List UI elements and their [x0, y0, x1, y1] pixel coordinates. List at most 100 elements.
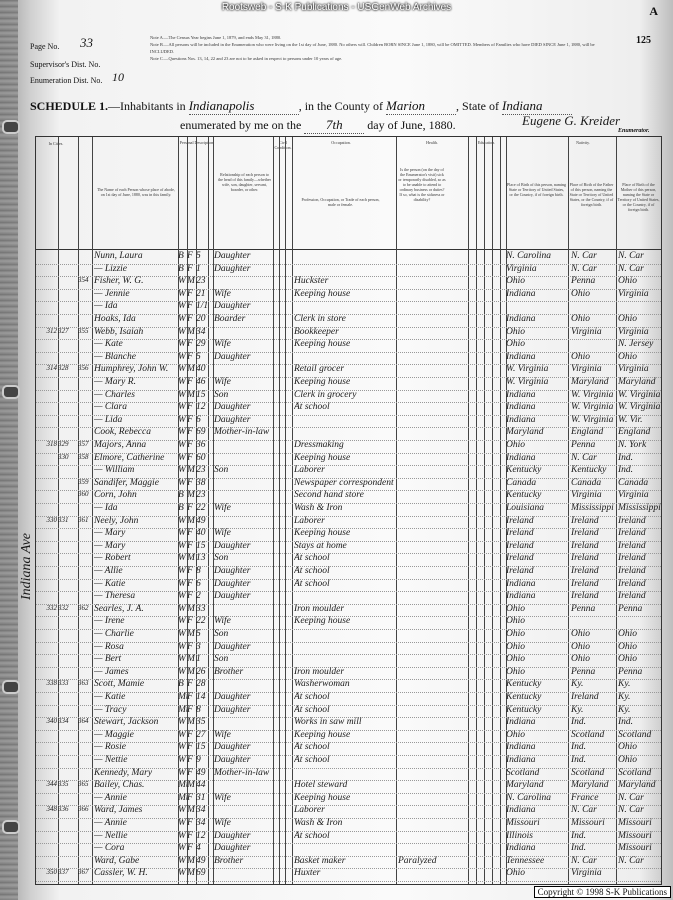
header-civil: Civil Condition.: [274, 140, 292, 150]
table-row: — Mary W F 40 Wife Keeping house Ireland Irelan…: [36, 528, 661, 542]
relationship: Daughter: [214, 830, 251, 841]
person-name: Ward, James: [94, 805, 143, 816]
schedule-title: SCHEDULE 1.—Inhabitants in Indianapolis,…: [30, 98, 573, 115]
age: 44: [196, 780, 206, 791]
age: 23: [196, 465, 206, 476]
person-name: Hoaks, Ida: [94, 314, 136, 324]
father-birthplace: Ind.: [571, 742, 587, 753]
table-row: — Annie MuF31 Wife Keeping house N. Carolina…: [36, 793, 661, 807]
father-birthplace: Ohio: [571, 351, 590, 362]
father-birthplace: Penna: [571, 603, 596, 614]
occupation: Keeping house: [294, 452, 351, 463]
sex: F: [187, 767, 193, 778]
sex: F: [187, 755, 193, 765]
mother-birthplace: Ohio: [618, 314, 637, 324]
relationship: Daughter: [214, 402, 251, 413]
table-row: Kennedy, Mary W F 49 Mother-in-law Scotland Sc…: [36, 768, 661, 782]
father-birthplace: Penna: [571, 440, 596, 450]
sex: M: [187, 553, 195, 564]
table-row: — Bert W M 1 Son Ohio Ohio Ohio: [36, 654, 661, 668]
color: W: [178, 641, 186, 652]
occupation: Washerwoman: [294, 679, 350, 690]
age: 34: [196, 805, 206, 816]
person-name: — Katie: [94, 692, 126, 702]
sex: M: [187, 276, 195, 287]
header-personal: Personal Description.: [179, 140, 215, 145]
occupation: Clerk in grocery: [294, 389, 357, 400]
mother-birthplace: England: [618, 427, 651, 438]
sex: F: [187, 503, 193, 513]
father-birthplace: Scotland: [571, 729, 605, 740]
father-birthplace: Ohio: [571, 654, 590, 665]
mother-birthplace: Ky.: [618, 679, 631, 690]
dwelling-number: 332: [58, 603, 69, 612]
relationship: Daughter: [214, 263, 251, 274]
father-birthplace: Canada: [571, 477, 602, 488]
mother-birthplace: Missouri: [618, 843, 652, 854]
person-name: Corn, John: [94, 490, 137, 501]
color: W: [178, 868, 186, 879]
occupation: At school: [294, 742, 330, 753]
table-row: — Annie W F 34 Wife Wash & Iron Missouri Missou…: [36, 818, 661, 832]
person-name: — Mary: [94, 540, 126, 551]
age: 60: [196, 452, 206, 463]
header-education: Education.: [477, 140, 496, 145]
sex: M: [187, 654, 195, 665]
mother-birthplace: Ireland: [618, 540, 646, 551]
mother-birthplace: Canada: [618, 477, 649, 488]
table-row: — Jennie W F 21 Wife Keeping house Indiana Ohio…: [36, 289, 661, 303]
occupation: At school: [294, 578, 330, 589]
father-birthplace: Scotland: [571, 767, 605, 778]
mother-birthplace: Missouri: [618, 818, 652, 828]
table-row: — Clara W F 12 Daughter At school Indiana W. Vi…: [36, 402, 661, 416]
birthplace: Indiana: [506, 755, 536, 765]
mother-birthplace: N. Car: [618, 251, 644, 261]
family-number: 361: [78, 515, 89, 524]
age: 5: [196, 251, 201, 261]
occupation: Retail grocer: [294, 364, 345, 375]
occupation: Keeping house: [294, 792, 351, 803]
occupation: Huxter: [294, 868, 321, 879]
table-row: — Katie MuF14 Daughter At school Kentucky Ire…: [36, 692, 661, 706]
mother-birthplace: Ind.: [618, 465, 634, 476]
sex: F: [187, 843, 193, 854]
father-birthplace: Ind.: [571, 755, 587, 765]
header-mother-birthplace: Place of Birth of the Mother of this per…: [617, 182, 660, 212]
birthplace: Illinois: [506, 830, 533, 841]
father-birthplace: Ky.: [571, 679, 584, 690]
street-number: 348: [46, 805, 58, 814]
age: 49: [196, 855, 206, 866]
mother-birthplace: Maryland: [618, 780, 656, 791]
occupation: At school: [294, 755, 330, 765]
person-name: — Lizzie: [94, 263, 127, 274]
person-name: Bailey, Chas.: [94, 780, 145, 791]
birthplace: N. Carolina: [506, 251, 552, 261]
table-row: — Kate W F 29 Wife Keeping house Ohio N. Jersey: [36, 339, 661, 353]
birthplace: Indiana: [506, 452, 536, 463]
person-name: Sandifer, Maggie: [94, 477, 159, 488]
sex: F: [187, 729, 193, 740]
age: 36: [196, 440, 206, 450]
mother-birthplace: Virginia: [618, 288, 649, 299]
page-no-label: Page No.: [30, 42, 60, 51]
person-name: Cassler, W. H.: [94, 868, 148, 879]
father-birthplace: Penna: [571, 666, 596, 677]
mother-birthplace: Mississippi: [618, 503, 661, 513]
mother-birthplace: Ky.: [618, 692, 631, 702]
street-number: 332: [46, 603, 58, 612]
birthplace: Indiana: [506, 717, 536, 728]
relationship: Brother: [214, 666, 244, 677]
relationship: Wife: [214, 729, 231, 740]
age: 1: [196, 654, 201, 665]
sex: F: [187, 314, 193, 324]
county-field: Marion: [386, 98, 457, 115]
sex: M: [187, 868, 195, 879]
sex: M: [187, 364, 195, 375]
family-number: 358: [78, 452, 89, 461]
birthplace: Ohio: [506, 339, 525, 350]
birthplace: Kentucky: [506, 704, 542, 715]
table-row: — Nellie W F 12 Daughter At school Illinois Ind…: [36, 831, 661, 845]
sex: M: [187, 855, 195, 866]
person-name: — Robert: [94, 553, 131, 564]
